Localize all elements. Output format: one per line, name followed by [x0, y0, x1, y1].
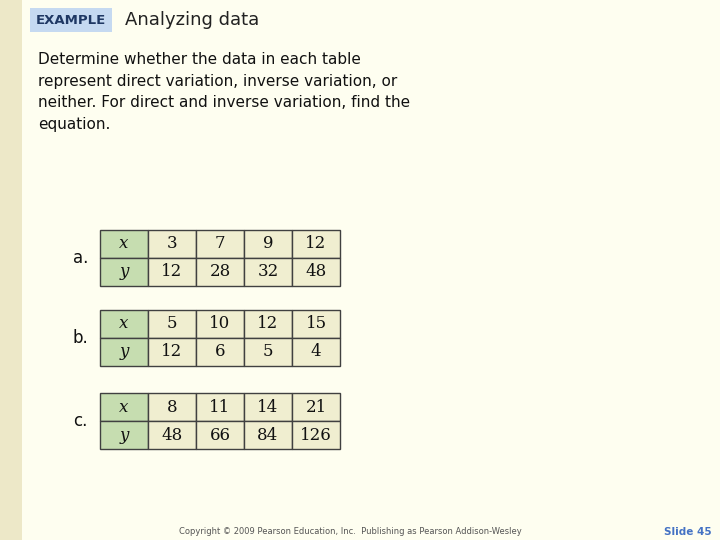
- Bar: [244, 393, 292, 421]
- Text: y: y: [120, 343, 129, 361]
- Bar: [244, 258, 292, 286]
- Text: 12: 12: [305, 235, 327, 253]
- Bar: [244, 338, 292, 366]
- Text: Slide 45: Slide 45: [665, 527, 712, 537]
- Bar: [100, 230, 148, 258]
- Bar: [292, 230, 340, 258]
- Text: 9: 9: [263, 235, 274, 253]
- Text: y: y: [120, 264, 129, 280]
- Bar: [0, 0, 22, 540]
- Bar: [196, 393, 244, 421]
- Text: a.: a.: [73, 249, 88, 267]
- Bar: [196, 310, 244, 338]
- Text: 32: 32: [257, 264, 279, 280]
- Text: 12: 12: [161, 343, 183, 361]
- Bar: [292, 393, 340, 421]
- Text: 66: 66: [210, 427, 230, 443]
- Bar: [292, 338, 340, 366]
- Bar: [244, 310, 292, 338]
- Text: 5: 5: [167, 315, 177, 333]
- Bar: [292, 258, 340, 286]
- Bar: [244, 421, 292, 449]
- Text: 5: 5: [263, 343, 274, 361]
- Bar: [100, 258, 148, 286]
- Bar: [148, 230, 196, 258]
- Text: 3: 3: [167, 235, 177, 253]
- Bar: [292, 310, 340, 338]
- Text: x: x: [120, 235, 129, 253]
- Bar: [100, 393, 148, 421]
- Text: Analyzing data: Analyzing data: [125, 11, 259, 29]
- Bar: [100, 338, 148, 366]
- Bar: [148, 338, 196, 366]
- Bar: [196, 230, 244, 258]
- Text: 21: 21: [305, 399, 327, 415]
- Bar: [148, 421, 196, 449]
- Bar: [148, 258, 196, 286]
- Bar: [196, 258, 244, 286]
- Text: 8: 8: [167, 399, 177, 415]
- Text: 84: 84: [257, 427, 279, 443]
- Text: 28: 28: [210, 264, 230, 280]
- Bar: [100, 310, 148, 338]
- Bar: [244, 230, 292, 258]
- Text: 10: 10: [210, 315, 230, 333]
- Text: EXAMPLE: EXAMPLE: [36, 14, 106, 26]
- Text: Copyright © 2009 Pearson Education, Inc.  Publishing as Pearson Addison-Wesley: Copyright © 2009 Pearson Education, Inc.…: [179, 528, 521, 537]
- Text: y: y: [120, 427, 129, 443]
- Bar: [148, 310, 196, 338]
- Text: Determine whether the data in each table
represent direct variation, inverse var: Determine whether the data in each table…: [38, 52, 410, 132]
- Text: 6: 6: [215, 343, 225, 361]
- Bar: [30, 8, 112, 32]
- Bar: [292, 421, 340, 449]
- Text: 15: 15: [305, 315, 327, 333]
- Text: 12: 12: [257, 315, 279, 333]
- Bar: [148, 393, 196, 421]
- Bar: [100, 421, 148, 449]
- Text: x: x: [120, 399, 129, 415]
- Bar: [196, 421, 244, 449]
- Text: b.: b.: [72, 329, 88, 347]
- Text: 48: 48: [161, 427, 183, 443]
- Bar: [196, 338, 244, 366]
- Text: 126: 126: [300, 427, 332, 443]
- Text: c.: c.: [73, 412, 88, 430]
- Text: x: x: [120, 315, 129, 333]
- Text: 12: 12: [161, 264, 183, 280]
- Text: 14: 14: [257, 399, 279, 415]
- Text: 48: 48: [305, 264, 327, 280]
- Text: 4: 4: [311, 343, 321, 361]
- Text: 11: 11: [210, 399, 230, 415]
- Text: 7: 7: [215, 235, 225, 253]
